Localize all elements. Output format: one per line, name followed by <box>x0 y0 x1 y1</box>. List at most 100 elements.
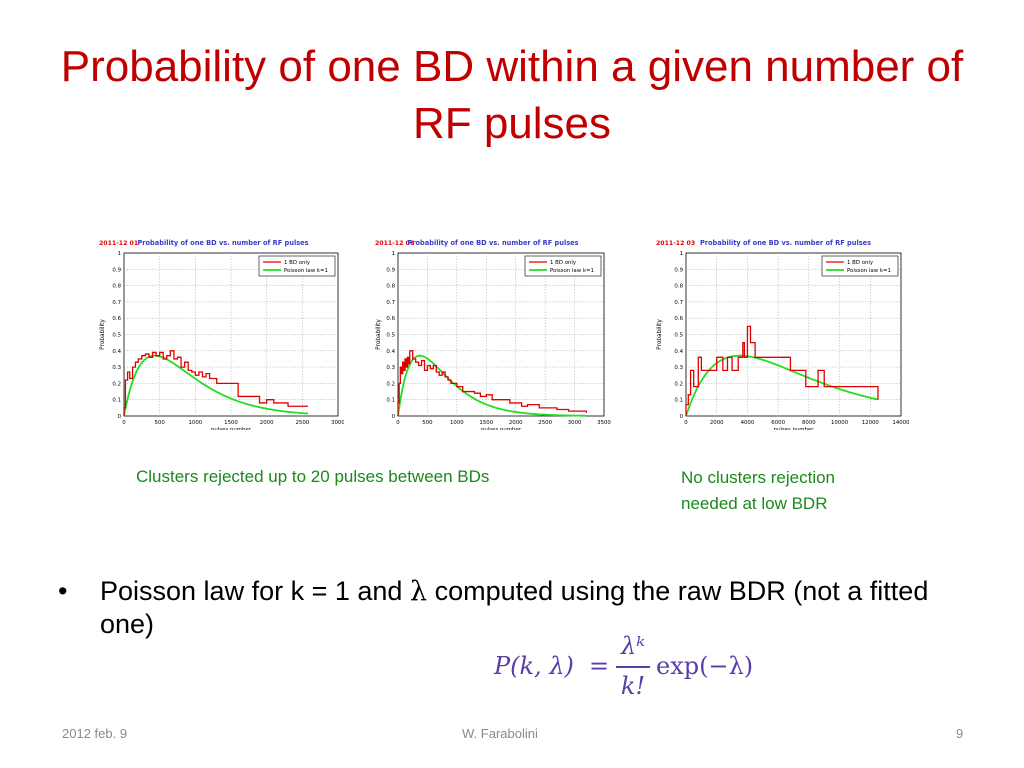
y-tick-label: 1 <box>680 251 683 257</box>
y-tick-label: 0.1 <box>112 398 121 404</box>
x-axis-label: pulses number <box>773 427 814 430</box>
x-tick-label: 2500 <box>295 420 309 426</box>
legend-label-measured: 1 BD only <box>550 260 577 266</box>
legend-label-poisson: Poisson law k=1 <box>550 268 594 274</box>
caption-right: No clusters rejection needed at low BDR <box>681 465 835 517</box>
formula-equals: = <box>589 652 610 680</box>
y-axis-label: Probability <box>100 319 106 350</box>
chart-3-svg: 2011-12 03 Probability of one BD vs. numb… <box>656 239 909 430</box>
x-axis-label: pulses number <box>481 427 522 430</box>
x-tick-label: 12000 <box>862 420 880 426</box>
x-tick-label: 2000 <box>710 420 724 426</box>
bullet-lambda: λ <box>409 576 428 607</box>
chart-title: Probability of one BD vs. number of RF p… <box>700 239 871 247</box>
y-tick-label: 0.4 <box>112 349 121 355</box>
formula-lhs: P(k, λ) <box>494 652 574 680</box>
x-tick-label: 500 <box>155 420 166 426</box>
footer-page: 9 <box>956 726 964 741</box>
x-tick-label: 500 <box>422 420 433 426</box>
chart-title: Probability of one BD vs. number of RF p… <box>407 239 578 247</box>
x-tick-label: 6000 <box>771 420 785 426</box>
x-tick-label: 0 <box>122 420 126 426</box>
y-tick-label: 0.2 <box>386 381 395 387</box>
x-tick-label: 3500 <box>597 420 611 426</box>
x-tick-label: 8000 <box>802 420 816 426</box>
y-tick-label: 0.3 <box>674 365 683 371</box>
y-tick-label: 0.9 <box>386 267 395 273</box>
legend-box <box>524 255 602 277</box>
y-tick-label: 0.8 <box>112 284 121 290</box>
y-tick-label: 0.1 <box>386 398 395 404</box>
y-tick-label: 1 <box>118 251 121 257</box>
slide-title: Probability of one BD within a given num… <box>60 42 964 148</box>
footer-date: 2012 feb. 9 <box>62 726 128 741</box>
caption-left: Clusters rejected up to 20 pulses betwee… <box>136 467 490 486</box>
y-tick-label: 0.5 <box>112 333 121 339</box>
y-tick-label: 0.6 <box>674 316 683 322</box>
chart-1: 2011-12 01 Probability of one BD vs. numb… <box>96 234 344 430</box>
y-tick-label: 0.6 <box>386 316 395 322</box>
y-tick-label: 0.3 <box>386 365 395 371</box>
chart-date-tag: 2011-12 06 <box>375 240 414 247</box>
formula-fraction-bar <box>616 666 650 668</box>
chart-2: 2011-12 06 Probability of one BD vs. numb… <box>372 234 612 430</box>
x-tick-label: 2000 <box>509 420 523 426</box>
series-line-poisson <box>397 354 587 417</box>
y-tick-label: 0.5 <box>674 333 683 339</box>
y-tick-label: 0.4 <box>674 349 683 355</box>
x-tick-label: 4000 <box>741 420 755 426</box>
formula-denominator: k! <box>620 672 646 700</box>
x-tick-label: 0 <box>396 420 400 426</box>
y-tick-label: 0 <box>392 414 396 420</box>
x-tick-label: 1000 <box>188 420 202 426</box>
series-line-poisson <box>685 354 879 417</box>
series-line-measured <box>397 350 587 416</box>
formula-rhs: exp(−λ) <box>656 652 754 680</box>
legend-label-poisson: Poisson law k=1 <box>847 268 891 274</box>
chart-1-svg: 2011-12 01 Probability of one BD vs. numb… <box>99 239 344 430</box>
x-tick-label: 3000 <box>331 420 344 426</box>
y-tick-label: 0.5 <box>386 333 395 339</box>
y-tick-label: 0.1 <box>674 398 683 404</box>
series-line-measured <box>685 325 879 416</box>
y-tick-label: 0.8 <box>386 284 395 290</box>
y-tick-label: 0.6 <box>112 316 121 322</box>
formula-numerator: λᵏ <box>621 632 645 660</box>
chart-3: 2011-12 03 Probability of one BD vs. numb… <box>653 234 909 430</box>
y-tick-label: 0.9 <box>674 267 683 273</box>
y-tick-label: 0.8 <box>674 284 683 290</box>
y-axis-label: Probability <box>657 319 663 350</box>
legend-box <box>821 255 899 277</box>
x-tick-label: 10000 <box>831 420 849 426</box>
y-tick-label: 0.2 <box>112 381 121 387</box>
legend-box <box>258 255 336 277</box>
x-tick-label: 1500 <box>224 420 238 426</box>
y-tick-label: 0.7 <box>112 300 121 306</box>
y-axis-label: Probability <box>376 319 382 350</box>
y-tick-label: 0.9 <box>112 267 121 273</box>
y-tick-label: 0 <box>118 414 122 420</box>
y-tick-label: 0.4 <box>386 349 395 355</box>
bullet-dot: • <box>58 576 68 606</box>
bullet-text-post: computed using the raw BDR (not a fitted… <box>100 576 929 639</box>
series-line-measured <box>123 350 309 416</box>
y-tick-label: 0.2 <box>674 381 683 387</box>
x-axis-label: pulses number <box>211 427 252 430</box>
y-tick-label: 0.7 <box>386 300 395 306</box>
y-tick-label: 0 <box>680 414 684 420</box>
chart-date-tag: 2011-12 01 <box>99 240 138 247</box>
y-tick-label: 1 <box>392 251 395 257</box>
poisson-formula: P(k, λ) = λᵏ k! exp(−λ) <box>494 632 754 704</box>
y-tick-label: 0.3 <box>112 365 121 371</box>
footer-author: W. Farabolini <box>462 726 538 741</box>
legend-label-poisson: Poisson law k=1 <box>284 268 328 274</box>
y-tick-label: 0.7 <box>674 300 683 306</box>
chart-date-tag: 2011-12 03 <box>656 240 695 247</box>
caption-right-line1: No clusters rejection <box>681 468 836 487</box>
legend-label-measured: 1 BD only <box>284 260 311 266</box>
legend-label-measured: 1 BD only <box>847 260 874 266</box>
x-tick-label: 2500 <box>538 420 552 426</box>
x-tick-label: 1000 <box>450 420 464 426</box>
bullet-text-pre: Poisson law for k = 1 and <box>100 576 403 606</box>
